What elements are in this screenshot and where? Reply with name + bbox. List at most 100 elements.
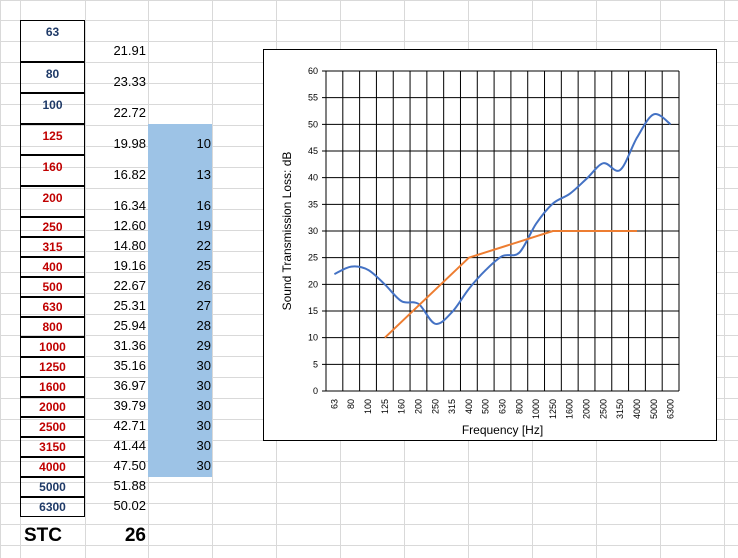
frequency-cell: 1600 xyxy=(20,377,85,397)
y-tick-label: 35 xyxy=(308,199,318,209)
tl-value-cell: 25.94 xyxy=(113,318,146,333)
frequency-cell: 5000 xyxy=(20,477,85,497)
contour-value-cell: 30 xyxy=(196,378,211,393)
contour-value-cell: 30 xyxy=(196,458,211,473)
tl-value-cell: 22.67 xyxy=(113,278,146,293)
x-tick-label: 3150 xyxy=(615,399,625,419)
tl-value-cell: 21.91 xyxy=(113,43,146,58)
contour-value-cell: 16 xyxy=(196,198,211,213)
x-tick-label: 630 xyxy=(498,399,508,414)
tl-value-cell: 19.98 xyxy=(113,136,146,151)
series-line-measured xyxy=(333,113,672,325)
contour-value-cell: 26 xyxy=(196,278,211,293)
x-tick-label: 1250 xyxy=(548,399,558,419)
y-tick-label: 55 xyxy=(308,93,318,103)
frequency-cell: 80 xyxy=(20,62,85,93)
y-tick-label: 5 xyxy=(313,359,318,369)
tl-value-cell: 19.16 xyxy=(113,258,146,273)
frequency-cell: 315 xyxy=(20,237,85,257)
stc-label: STC xyxy=(24,525,62,546)
contour-value-cell: 30 xyxy=(196,418,211,433)
frequency-cell: 4000 xyxy=(20,457,85,477)
tl-value-cell: 16.34 xyxy=(113,198,146,213)
y-axis-label: Sound Transmission Loss: dB xyxy=(280,152,294,311)
series-line-contour xyxy=(384,230,637,339)
x-tick-label: 63 xyxy=(329,399,339,409)
contour-value-cell: 10 xyxy=(196,136,211,151)
y-tick-label: 40 xyxy=(308,173,318,183)
tl-value-cell: 12.60 xyxy=(113,218,146,233)
x-axis-label: Frequency [Hz] xyxy=(462,423,543,437)
frequency-cell: 400 xyxy=(20,257,85,277)
frequency-cell: 160 xyxy=(20,155,85,186)
contour-value-cell: 27 xyxy=(196,298,211,313)
frequency-cell: 500 xyxy=(20,277,85,297)
x-tick-label: 5000 xyxy=(649,399,659,419)
contour-value-cell: 19 xyxy=(196,218,211,233)
tl-value-cell: 16.82 xyxy=(113,167,146,182)
contour-value-cell: 29 xyxy=(196,338,211,353)
contour-value-cell: 30 xyxy=(196,438,211,453)
frequency-cell: 250 xyxy=(20,217,85,237)
tl-value-cell: 50.02 xyxy=(113,498,146,513)
frequency-cell: 1250 xyxy=(20,357,85,377)
frequency-cell: 630 xyxy=(20,297,85,317)
y-tick-label: 45 xyxy=(308,146,318,156)
tl-value-cell: 35.16 xyxy=(113,358,146,373)
contour-value-cell: 22 xyxy=(196,238,211,253)
y-tick-label: 30 xyxy=(308,226,318,236)
frequency-cell: 200 xyxy=(20,186,85,217)
contour-value-cell: 13 xyxy=(196,167,211,182)
frequency-cell: 100 xyxy=(20,93,85,124)
y-tick-label: 0 xyxy=(313,386,318,396)
tl-value-cell: 31.36 xyxy=(113,338,146,353)
frequency-cell: 6300 xyxy=(20,497,85,517)
tl-value-cell: 42.71 xyxy=(113,418,146,433)
tl-value-cell: 25.31 xyxy=(113,298,146,313)
x-tick-label: 80 xyxy=(346,399,356,409)
x-tick-label: 2000 xyxy=(582,399,592,419)
frequency-cell: 3150 xyxy=(20,437,85,457)
x-tick-label: 250 xyxy=(430,399,440,414)
x-tick-label: 100 xyxy=(363,399,373,414)
x-tick-label: 500 xyxy=(481,399,491,414)
x-tick-label: 2500 xyxy=(598,399,608,419)
stl-chart: 0 5 10 15 20 25 30 35 40 45 50 55 60 63 80 100 125 160 200… xyxy=(280,66,680,437)
y-tick-label: 15 xyxy=(308,306,318,316)
tl-value-cell: 14.80 xyxy=(113,238,146,253)
tl-value-cell: 23.33 xyxy=(113,74,146,89)
y-tick-label: 50 xyxy=(308,119,318,129)
y-tick-label: 20 xyxy=(308,279,318,289)
tl-value-cell: 51.88 xyxy=(113,478,146,493)
x-tick-label: 400 xyxy=(464,399,474,414)
contour-value-cell: 28 xyxy=(196,318,211,333)
x-tick-label: 6300 xyxy=(666,399,676,419)
tl-value-cell: 22.72 xyxy=(113,105,146,120)
x-tick-label: 160 xyxy=(397,399,407,414)
contour-value-cell: 30 xyxy=(196,398,211,413)
y-tick-label: 60 xyxy=(308,66,318,76)
frequency-cell: 1000 xyxy=(20,337,85,357)
contour-highlight xyxy=(148,124,212,477)
x-tick-label: 800 xyxy=(514,399,524,414)
x-tick-label: 4000 xyxy=(632,399,642,419)
stc-value: 26 xyxy=(124,525,146,546)
tl-value-cell: 36.97 xyxy=(113,378,146,393)
frequency-cell: 2000 xyxy=(20,397,85,417)
frequency-cell: 2500 xyxy=(20,417,85,437)
frequency-cell: 125 xyxy=(20,124,85,155)
x-tick-label: 125 xyxy=(380,399,390,414)
frequency-cell: 63 xyxy=(20,20,85,62)
y-tick-label: 25 xyxy=(308,253,318,263)
y-tick-label: 10 xyxy=(308,333,318,343)
contour-value-cell: 30 xyxy=(196,358,211,373)
frequency-cell: 800 xyxy=(20,317,85,337)
tl-value-cell: 41.44 xyxy=(113,438,146,453)
x-tick-label: 315 xyxy=(447,399,457,414)
x-tick-label: 1000 xyxy=(531,399,541,419)
x-tick-label: 1600 xyxy=(565,399,575,419)
chart-container: 0 5 10 15 20 25 30 35 40 45 50 55 60 63 80 100 125 160 200… xyxy=(263,49,717,441)
tl-value-cell: 39.79 xyxy=(113,398,146,413)
contour-value-cell: 25 xyxy=(196,258,211,273)
x-tick-label: 200 xyxy=(413,399,423,414)
